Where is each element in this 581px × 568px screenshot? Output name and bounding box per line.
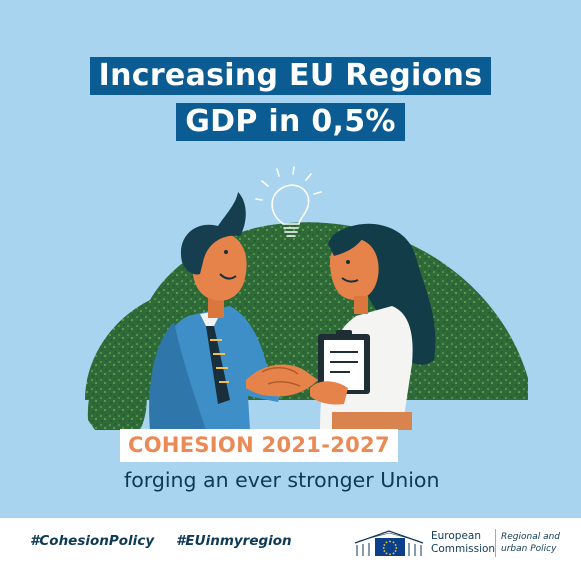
- headline-line-2: GDP in 0,5%: [0, 103, 581, 141]
- org-name-line-2: Commission: [431, 543, 496, 555]
- org-name-line-1: European: [431, 530, 482, 542]
- handshake-illustration: [85, 166, 528, 430]
- department-name-line-2: urban Policy: [501, 544, 557, 554]
- hashtag-cohesion-policy[interactable]: #CohesionPolicy: [30, 533, 155, 549]
- department-name: Regional and urban Policy: [501, 531, 560, 555]
- campaign-tagline: forging an ever stronger Union: [124, 468, 440, 492]
- headline-text-2: GDP in 0,5%: [176, 103, 405, 141]
- headline-line-1: Increasing EU Regions: [0, 57, 581, 95]
- woman-figure: [310, 223, 436, 430]
- headline-text-1: Increasing EU Regions: [89, 57, 492, 95]
- footer: #CohesionPolicy #EUinmyregion European C…: [0, 518, 581, 568]
- lightbulb-icon: [255, 166, 322, 237]
- hashtag-eu-in-my-region[interactable]: #EUinmyregion: [176, 533, 292, 549]
- man-figure: [149, 192, 286, 430]
- footer-divider: [495, 529, 496, 557]
- handshake: [246, 364, 318, 397]
- campaign-label: COHESION 2021-2027: [120, 429, 398, 462]
- eu-commission-logo-icon: [354, 530, 424, 556]
- org-name: European Commission: [431, 530, 495, 556]
- department-name-line-1: Regional and: [501, 532, 561, 542]
